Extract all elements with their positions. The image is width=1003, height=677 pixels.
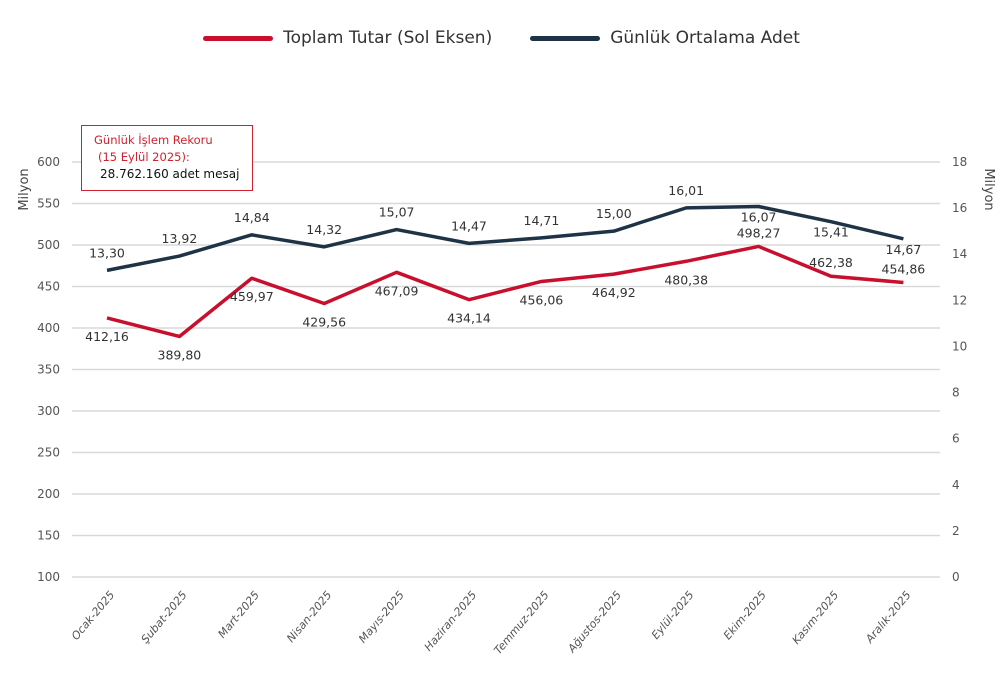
- y-tick-label: 600: [37, 155, 60, 169]
- data-label: 462,38: [809, 255, 853, 270]
- series-line-toplam-tutar: [106, 244, 904, 339]
- data-label: 14,32: [306, 222, 342, 237]
- data-label: 498,27: [737, 225, 781, 240]
- data-label: 14,67: [886, 242, 922, 257]
- series-line-gunluk-ortalama: [106, 204, 904, 273]
- data-label: 13,30: [89, 245, 125, 260]
- data-label: 456,06: [520, 292, 564, 307]
- x-tick-label: Temmuz-2025: [491, 589, 551, 657]
- data-label: 15,41: [813, 225, 849, 240]
- data-label: 454,86: [882, 261, 926, 276]
- data-label: 14,47: [451, 218, 487, 233]
- x-tick-label: Nisan-2025: [284, 589, 334, 645]
- y-tick-label: 550: [37, 197, 60, 211]
- x-tick-label: Şubat-2025: [139, 589, 190, 646]
- y2-tick-label: 16: [952, 201, 967, 215]
- legend-swatch-navy: [530, 35, 601, 41]
- annotation-date: (15 Eylül 2025):: [98, 150, 190, 164]
- y-tick-label: 350: [37, 363, 60, 377]
- x-tick-label: Kasım-2025: [790, 589, 842, 647]
- x-tick-label: Mart-2025: [215, 589, 262, 641]
- legend-label: Toplam Tutar (Sol Eksen): [283, 28, 493, 48]
- annotation-title: Günlük İşlem Rekoru: [94, 133, 213, 147]
- x-tick-label: Mayıs-2025: [356, 589, 407, 646]
- legend-swatch-red: [203, 35, 274, 41]
- data-label: 412,16: [85, 329, 129, 344]
- x-tick-label: Ağustos-2025: [565, 589, 624, 656]
- y-tick-label: 300: [37, 404, 60, 418]
- x-tick-label: Ekim-2025: [721, 589, 769, 643]
- y2-tick-label: 4: [952, 478, 960, 492]
- x-tick-label: Haziran-2025: [422, 589, 480, 654]
- legend: Toplam Tutar (Sol Eksen) Günlük Ortalama…: [0, 28, 1003, 48]
- y-tick-label: 200: [37, 487, 60, 501]
- y-tick-label: 500: [37, 238, 60, 252]
- y-tick-label: 400: [37, 321, 60, 335]
- y2-tick-label: 12: [952, 293, 967, 307]
- data-label: 467,09: [375, 283, 419, 298]
- data-label: 480,38: [664, 272, 708, 287]
- x-tick-label: Eylül-2025: [649, 589, 697, 642]
- data-label: 14,84: [234, 210, 270, 225]
- y2-tick-label: 2: [952, 524, 960, 538]
- x-tick-label: Ocak-2025: [69, 589, 117, 643]
- data-label: 464,92: [592, 285, 636, 300]
- y-tick-label: 450: [37, 280, 60, 294]
- legend-item-toplam-tutar: Toplam Tutar (Sol Eksen): [203, 28, 492, 48]
- data-label: 15,07: [379, 205, 415, 220]
- y-tick-label: 100: [37, 570, 60, 584]
- y2-tick-label: 10: [952, 339, 967, 353]
- y2-tick-label: 14: [952, 247, 967, 261]
- annotation-value: 28.762.160 adet mesaj: [100, 167, 240, 181]
- y-tick-label: 150: [37, 529, 60, 543]
- data-label: 16,01: [668, 183, 704, 198]
- record-annotation: Günlük İşlem Rekoru (15 Eylül 2025): 28.…: [81, 125, 253, 191]
- y2-tick-label: 0: [952, 570, 960, 584]
- y-axis-label: Milyon: [17, 168, 32, 210]
- legend-item-gunluk-ortalama: Günlük Ortalama Adet: [530, 28, 800, 48]
- y2-tick-label: 8: [952, 386, 960, 400]
- data-label: 429,56: [302, 314, 346, 329]
- y-tick-label: 250: [37, 446, 60, 460]
- data-label: 434,14: [447, 311, 491, 326]
- data-label: 13,92: [162, 231, 198, 246]
- data-label: 15,00: [596, 206, 632, 221]
- data-label: 389,80: [158, 347, 202, 362]
- data-label: 16,07: [741, 209, 777, 224]
- y2-tick-label: 6: [952, 432, 960, 446]
- data-label: 14,71: [524, 213, 560, 228]
- y2-axis-label: Milyon: [981, 168, 996, 210]
- y2-tick-label: 18: [952, 155, 967, 169]
- x-tick-label: Aralık-2025: [862, 589, 913, 647]
- data-label: 459,97: [230, 289, 274, 304]
- legend-label: Günlük Ortalama Adet: [610, 28, 800, 48]
